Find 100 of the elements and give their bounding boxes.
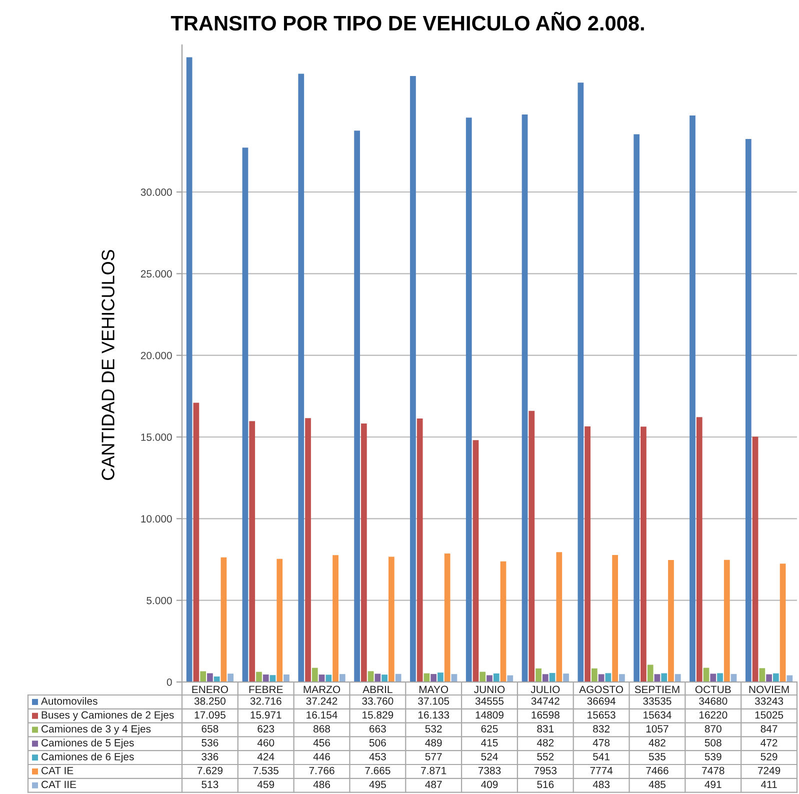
data-label: 1057 [646, 725, 668, 733]
bar [220, 557, 227, 682]
bar [640, 426, 646, 682]
bar [382, 674, 388, 682]
data-label: 832 [593, 725, 610, 733]
bar [284, 674, 290, 682]
data-label: 33243 [754, 697, 784, 705]
data-label: 460 [257, 739, 274, 746]
legend-label: CAT IIE [42, 780, 76, 788]
data-label: 7.629 [197, 766, 222, 774]
data-label: 539 [704, 752, 722, 760]
y-axis-title: CANTIDAD DE VEHICULOS [102, 250, 114, 480]
x-tick-label: SEPTIEM [634, 686, 680, 694]
data-label: 482 [648, 739, 666, 746]
x-tick-label: NOVIEM [749, 686, 789, 694]
bar [696, 417, 702, 682]
data-label: 658 [202, 725, 218, 733]
data-label: 15653 [588, 711, 616, 719]
data-label: 7.535 [253, 766, 278, 774]
data-label: 489 [425, 739, 442, 746]
bar [493, 673, 500, 682]
bar [668, 560, 674, 682]
data-label: 14809 [476, 711, 504, 719]
data-label: 7383 [478, 766, 501, 774]
bar [249, 421, 256, 682]
bar [486, 675, 492, 682]
bar [759, 668, 766, 682]
bar [717, 673, 723, 682]
bar [368, 671, 374, 682]
data-label: 7249 [758, 766, 780, 774]
bar [276, 558, 283, 682]
bar [354, 130, 360, 682]
bar [598, 674, 604, 682]
bar [612, 555, 618, 682]
bar [522, 114, 528, 682]
data-label: 7953 [534, 766, 557, 774]
bar [388, 556, 394, 682]
bar [339, 674, 346, 682]
bar [780, 564, 786, 682]
y-tick-label: 10.000 [141, 515, 172, 523]
bar [584, 426, 590, 682]
bar [619, 674, 625, 682]
data-label: 415 [481, 739, 498, 746]
data-label: 38.250 [194, 697, 226, 705]
data-label: 7.665 [365, 766, 390, 774]
data-label: 34680 [699, 697, 728, 705]
bar [536, 668, 542, 682]
bar [438, 672, 444, 682]
data-label: 15634 [644, 711, 672, 719]
data-label: 529 [760, 752, 778, 760]
bar [766, 674, 772, 682]
data-label: 524 [481, 752, 498, 760]
data-label: 7478 [702, 766, 724, 774]
data-label: 16220 [699, 711, 728, 719]
data-label: 541 [593, 753, 610, 760]
data-label: 456 [313, 739, 330, 746]
data-label: 513 [202, 780, 218, 788]
bar [326, 674, 332, 682]
bar [214, 676, 220, 682]
x-tick-label: FEBRE [249, 686, 283, 694]
data-label: 472 [760, 739, 778, 746]
bar [605, 673, 612, 682]
bar [207, 673, 213, 682]
legend-label: Camiones de 6 Ejes [42, 752, 134, 762]
bar [786, 675, 793, 682]
data-label: 424 [257, 752, 274, 760]
bar [186, 57, 192, 682]
data-label: 577 [425, 753, 442, 760]
data-label: 663 [370, 725, 386, 733]
bar [674, 674, 681, 682]
data-label: 32.716 [250, 697, 282, 705]
data-label: 446 [313, 752, 330, 760]
x-tick-label: OCTUB [695, 686, 731, 694]
data-label: 36694 [587, 697, 616, 705]
bar [542, 674, 548, 682]
data-label: 535 [648, 752, 666, 760]
bar [193, 402, 200, 682]
bar [410, 76, 416, 682]
bar [500, 561, 506, 682]
legend-label: CAT IE [42, 766, 74, 774]
x-tick-label: JULIO [530, 686, 560, 694]
data-label: 491 [704, 780, 722, 788]
bar [466, 118, 472, 682]
data-label: 623 [258, 725, 274, 733]
bar [305, 418, 311, 682]
bar [256, 672, 262, 682]
data-label: 15.971 [250, 711, 282, 719]
data-label: 16.133 [418, 711, 450, 719]
bar [772, 673, 779, 682]
bar [312, 668, 318, 682]
data-label: 33.760 [362, 697, 394, 705]
bar [752, 436, 758, 682]
x-tick-label: AGOSTO [579, 686, 624, 694]
chart-title: TRANSITO POR TIPO DE VEHICULO AÑO 2.008. [170, 12, 644, 31]
data-label: 508 [704, 739, 722, 746]
data-label: 831 [537, 725, 554, 733]
bar [724, 560, 730, 682]
data-label: 7.871 [421, 766, 446, 774]
data-label: 15025 [755, 711, 784, 719]
data-label: 847 [760, 725, 778, 733]
